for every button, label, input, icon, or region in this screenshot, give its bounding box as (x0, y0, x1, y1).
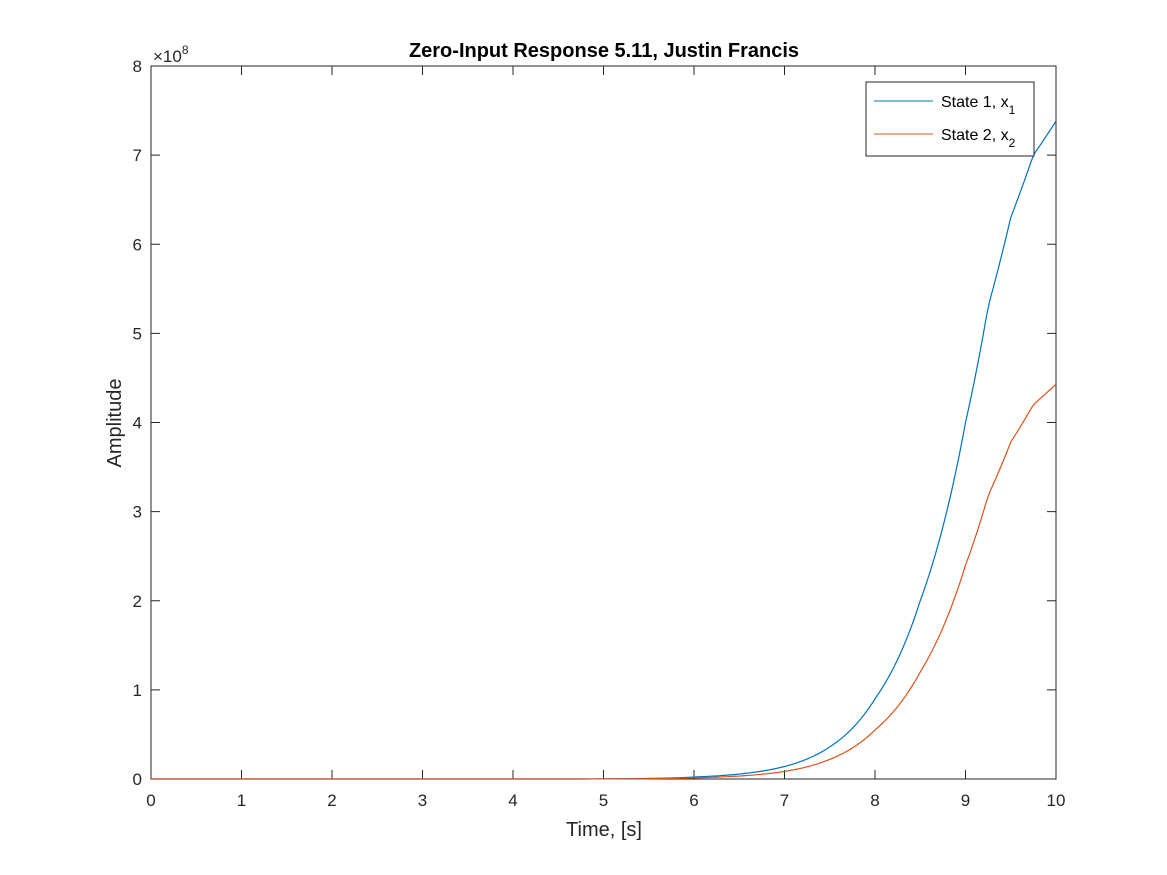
legend-label-state-1-subscript: 1 (1009, 103, 1016, 117)
x-tick-label: 1 (237, 791, 246, 810)
x-tick-label: 2 (327, 791, 336, 810)
y-tick-label: 1 (133, 681, 142, 700)
legend-box (865, 81, 1035, 157)
legend-label-state-2: State 2, x2 (941, 127, 1016, 150)
y-axis-ticks: 0 1 2 3 4 5 6 7 8 (133, 57, 1056, 789)
x-tick-label: 8 (870, 791, 879, 810)
y-tick-label: 4 (133, 414, 142, 433)
y-tick-label: 2 (133, 592, 142, 611)
legend: State 1, x1 State 2, x2 (865, 81, 1035, 157)
x-tick-label: 5 (599, 791, 608, 810)
y-tick-label: 0 (133, 770, 142, 789)
y-tick-label: 3 (133, 503, 142, 522)
legend-label-state-1-text: State 1, x (941, 94, 1009, 111)
x-tick-label: 10 (1047, 791, 1066, 810)
series-line-state-2 (151, 383, 1057, 780)
y-tick-label: 5 (133, 324, 142, 343)
legend-label-state-2-text: State 2, x (941, 127, 1009, 144)
x-axis-label: Time, [s] (566, 819, 642, 841)
x-tick-label: 0 (146, 791, 155, 810)
x-tick-label: 9 (961, 791, 970, 810)
y-tick-label: 6 (133, 235, 142, 254)
x-tick-label: 4 (508, 791, 517, 810)
y-tick-label: 7 (133, 146, 142, 165)
y-exponent-label: ×108 (153, 43, 189, 66)
y-exponent: ×108 (153, 43, 189, 66)
chart-title: Zero-Input Response 5.11, Justin Francis (409, 40, 799, 62)
y-axis-label: Amplitude (104, 379, 126, 468)
legend-label-state-2-subscript: 2 (1009, 136, 1016, 150)
series-layer (151, 120, 1057, 780)
x-tick-label: 6 (689, 791, 698, 810)
x-tick-label: 3 (418, 791, 427, 810)
x-tick-label: 7 (780, 791, 789, 810)
y-exponent-power: 8 (182, 43, 189, 57)
y-exponent-base: ×10 (153, 47, 182, 66)
y-tick-label: 8 (133, 57, 142, 76)
x-axis-ticks: 0 1 2 3 4 5 6 7 8 9 10 (146, 66, 1065, 810)
legend-label-state-1: State 1, x1 (941, 94, 1016, 117)
